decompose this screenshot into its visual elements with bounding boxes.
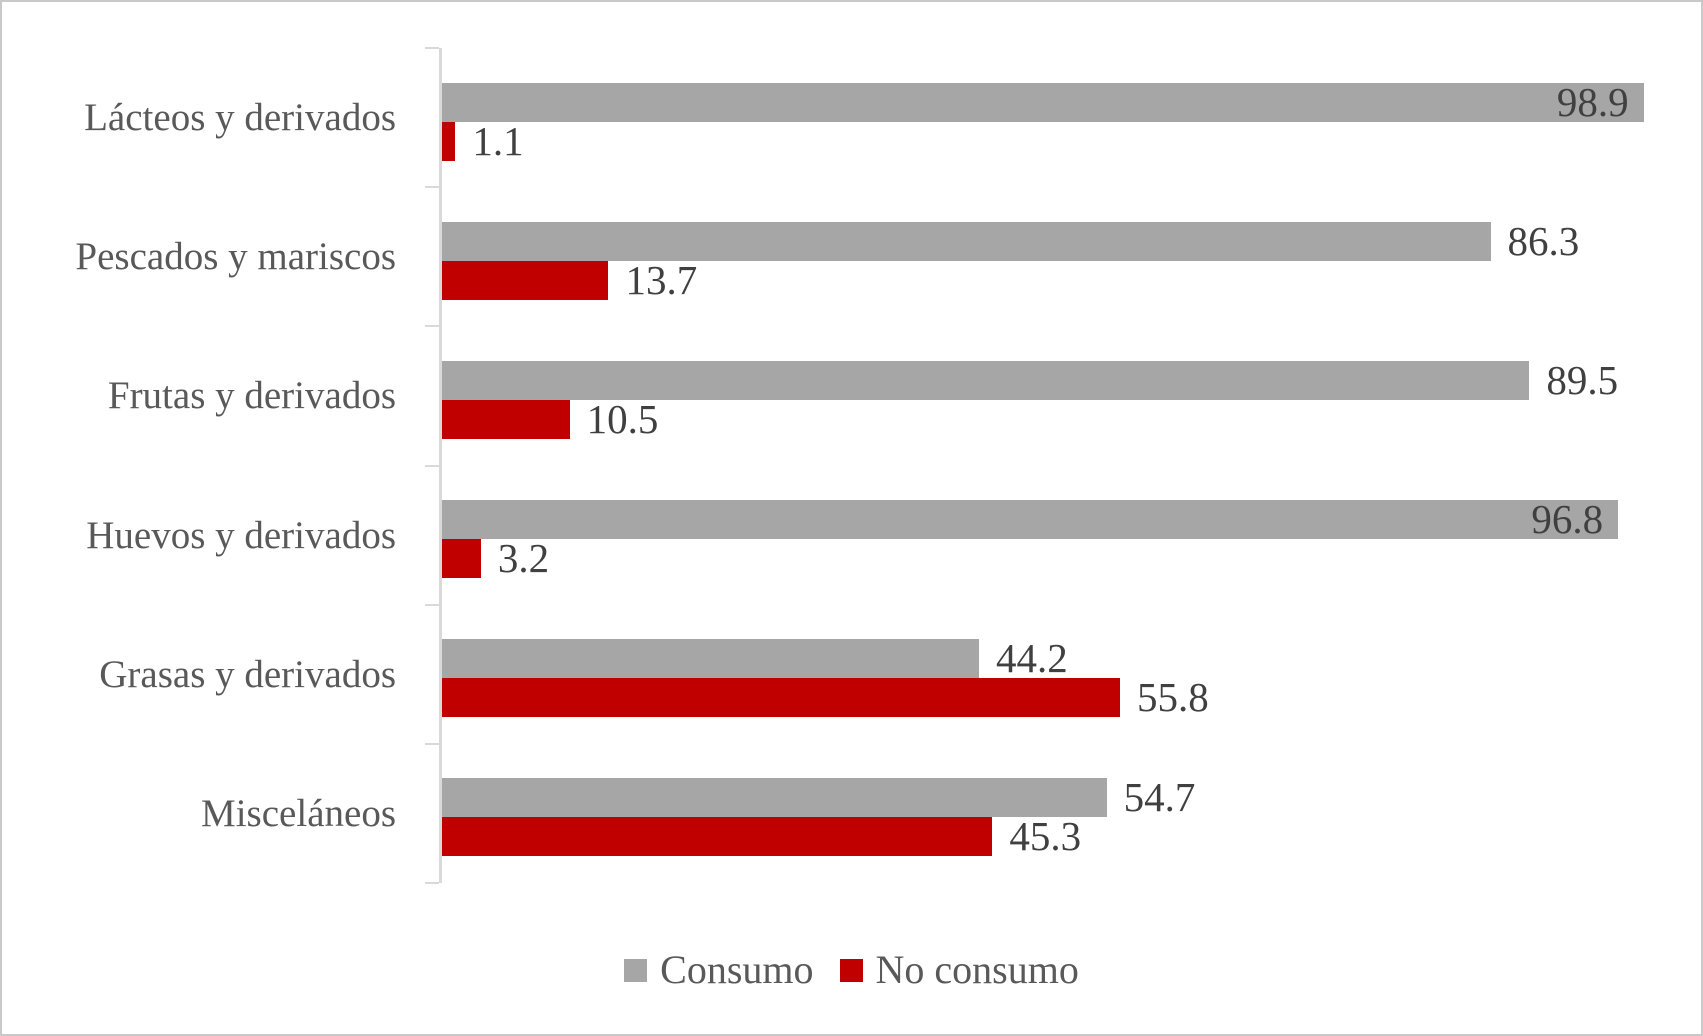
bar-line: 3.2 [442, 535, 1657, 582]
value-label: 10.5 [586, 395, 659, 442]
legend-item: Consumo [624, 947, 814, 992]
bar-consumo [442, 360, 1530, 400]
plot-area: 98.9 1.1 86.3 13.7 89.5 10.5 96.8 3.2 44.2 55.8 54… [425, 47, 1657, 884]
value-label: 98.9 [1556, 78, 1629, 125]
bar-consumo [442, 639, 980, 679]
value-label: 96.8 [1531, 496, 1604, 543]
category-label: Misceláneos [201, 791, 396, 835]
axis-tick [425, 47, 439, 49]
bar-line: 86.3 [442, 217, 1657, 264]
value-label: 13.7 [625, 256, 698, 303]
bar-line: 55.8 [442, 674, 1657, 721]
value-label: 54.7 [1123, 774, 1196, 821]
legend-item: No consumo [839, 947, 1079, 992]
bar-consumo [442, 221, 1491, 261]
category-label: Pescados y mariscos [75, 235, 396, 279]
bar-group: 44.2 55.8 [442, 605, 1657, 744]
bar-no-consumo [442, 817, 993, 857]
category-label: Frutas y derivados [107, 374, 396, 418]
legend-label: No consumo [875, 947, 1079, 992]
axis-tick [425, 882, 439, 884]
bar-no-consumo [442, 399, 570, 439]
value-label: 1.1 [472, 117, 524, 164]
axis-tick [425, 465, 439, 467]
bar-group: 89.5 10.5 [442, 326, 1657, 465]
bar-line: 45.3 [442, 813, 1657, 860]
bar-line: 1.1 [442, 117, 1657, 164]
legend-swatch-icon [839, 958, 863, 982]
category-label: Grasas y derivados [99, 652, 396, 696]
value-label: 3.2 [497, 535, 550, 582]
axis-tick [425, 325, 439, 327]
bar-line: 13.7 [442, 256, 1657, 303]
bar-line: 44.2 [442, 635, 1657, 682]
category-axis-labels: Lácteos y derivados Pescados y mariscos Fr… [2, 48, 396, 883]
bar-group: 98.9 1.1 [442, 48, 1657, 187]
bar-line: 98.9 [442, 78, 1657, 125]
bar-no-consumo [442, 260, 609, 300]
bar-no-consumo [442, 539, 481, 579]
category-label: Huevos y derivados [86, 513, 396, 557]
legend-label: Consumo [660, 947, 814, 992]
bar-line: 54.7 [442, 774, 1657, 821]
category-label: Lácteos y derivados [84, 96, 396, 140]
legend: Consumo No consumo [2, 950, 1701, 990]
axis-tick [425, 743, 439, 745]
bar-group: 54.7 45.3 [442, 744, 1657, 883]
bar-consumo: 98.9 [442, 78, 1644, 125]
value-label: 86.3 [1507, 217, 1580, 264]
bar-group: 86.3 13.7 [442, 187, 1657, 326]
bar-line: 10.5 [442, 395, 1657, 442]
legend-swatch-icon [624, 958, 648, 982]
value-label: 44.2 [996, 635, 1068, 682]
bar-consumo [442, 778, 1107, 818]
axis-tick [425, 604, 439, 606]
value-label: 55.8 [1136, 674, 1209, 721]
axis-tick [425, 186, 439, 188]
bar-line: 89.5 [442, 356, 1657, 403]
value-label: 45.3 [1009, 813, 1082, 860]
bar-no-consumo [442, 121, 456, 161]
value-label: 89.5 [1546, 356, 1619, 403]
bar-group: 96.8 3.2 [442, 466, 1657, 605]
bar-consumo: 96.8 [442, 496, 1619, 543]
bar-line: 96.8 [442, 496, 1657, 543]
bar-no-consumo [442, 678, 1120, 718]
